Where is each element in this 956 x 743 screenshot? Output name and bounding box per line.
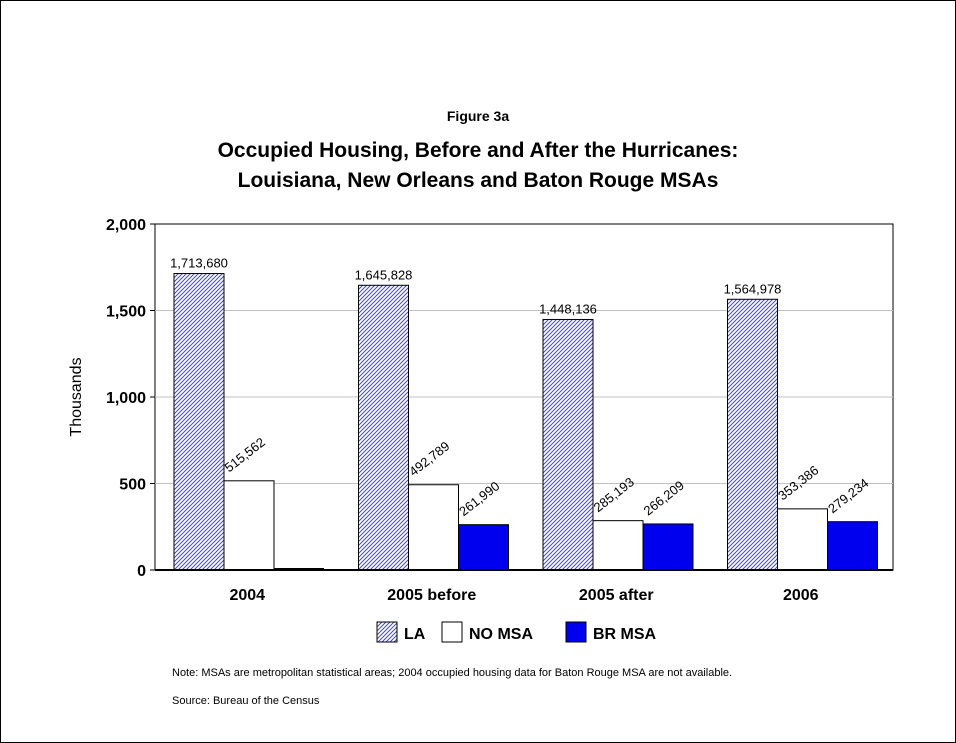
chart-title-line2: Louisiana, New Orleans and Baton Rouge M… [237, 169, 719, 192]
legend-label-br-msa: BR MSA [593, 626, 657, 643]
bar-la [358, 284, 409, 571]
bar-la [173, 273, 225, 571]
figure-label: Figure 3a [446, 108, 510, 124]
bar-no-msa [777, 508, 828, 571]
legend-swatch-no-msa [441, 621, 463, 643]
x-tick-label: 2005 after [579, 587, 654, 604]
y-tick-label: 2,000 [106, 217, 146, 234]
bar-no-msa [592, 520, 644, 571]
source-note: Source: Bureau of the Census [172, 695, 320, 707]
footnote: Note: MSAs are metropolitan statistical … [172, 667, 733, 679]
legend-swatch-br-msa [565, 621, 587, 643]
bar-br-msa [827, 521, 878, 571]
data-label-la: 1,645,828 [355, 267, 413, 282]
y-tick-label: 0 [137, 563, 146, 580]
x-tick-label: 2005 before [387, 587, 476, 604]
chart-title-line1: Occupied Housing, Before and After the H… [217, 139, 739, 162]
y-tick-label: 500 [119, 477, 146, 494]
x-tick-label: 2004 [229, 587, 265, 604]
bar-la [542, 318, 594, 571]
bar-la [727, 298, 778, 571]
legend-swatch-la [376, 621, 398, 643]
y-axis-label: Thousands [68, 357, 85, 436]
y-tick-label: 1,500 [106, 304, 146, 321]
data-label-la: 1,564,978 [724, 281, 782, 296]
bar-br-msa [458, 524, 509, 571]
data-label-la: 1,448,136 [539, 301, 597, 316]
legend-label-la: LA [404, 626, 426, 643]
bar-no-msa [408, 484, 459, 571]
x-tick-label: 2006 [783, 587, 819, 604]
bar-no-msa [223, 480, 275, 571]
y-tick-label: 1,000 [106, 390, 146, 407]
legend-label-no-msa: NO MSA [469, 626, 533, 643]
bar-br-msa [642, 523, 694, 571]
data-label-la: 1,713,680 [170, 256, 228, 271]
